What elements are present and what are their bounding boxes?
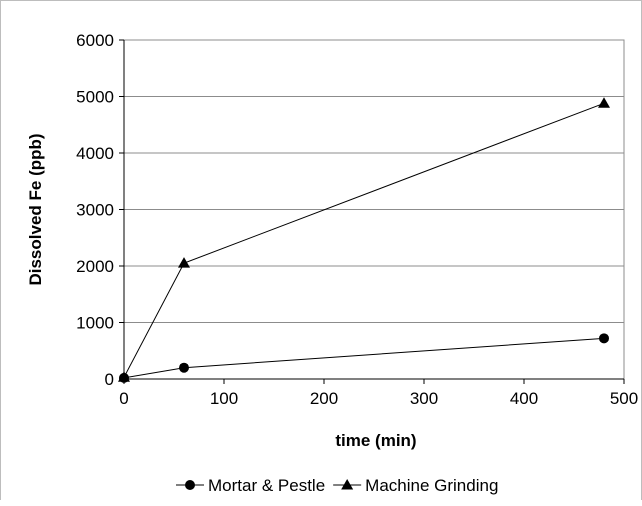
x-tick-labels: 0 100 200 300 400 500 (119, 389, 638, 408)
legend-triangle-marker (341, 479, 354, 490)
legend-label: Mortar & Pestle (208, 476, 325, 495)
series-1 (118, 97, 610, 382)
series-0 (119, 333, 609, 383)
y-tick-label: 2000 (76, 257, 114, 276)
legend: Mortar & Pestle Machine Grinding (176, 476, 498, 495)
gridlines (124, 39, 624, 323)
legend-circle-marker (185, 480, 195, 490)
y-tick-label: 1000 (76, 314, 114, 333)
series-line (123, 102, 605, 378)
y-tick-label: 6000 (76, 31, 114, 50)
y-tick-labels: 0 1000 2000 3000 4000 5000 6000 (76, 31, 114, 389)
x-tick-label: 0 (119, 389, 128, 408)
circle-data-point (599, 333, 609, 344)
x-tick-label: 200 (310, 389, 338, 408)
axes (119, 39, 625, 384)
legend-item-1: Machine Grinding (333, 476, 498, 495)
x-axis-label: time (min) (335, 431, 416, 450)
circle-data-point (179, 362, 189, 373)
y-tick-label: 3000 (76, 201, 114, 220)
x-tick-label: 400 (510, 389, 538, 408)
triangle-data-point (598, 97, 610, 108)
legend-item-0: Mortar & Pestle (176, 476, 325, 495)
x-tick-label: 500 (610, 389, 638, 408)
triangle-data-point (178, 257, 190, 268)
x-tick-label: 100 (210, 389, 238, 408)
x-tick-label: 300 (410, 389, 438, 408)
y-tick-label: 5000 (76, 88, 114, 107)
triangle-data-point (118, 371, 130, 382)
y-axis-label: Dissolved Fe (ppb) (26, 133, 45, 285)
y-tick-label: 4000 (76, 144, 114, 163)
y-tick-label: 0 (105, 370, 114, 389)
series-line (123, 337, 605, 379)
series-group (118, 97, 610, 383)
legend-label: Machine Grinding (365, 476, 498, 495)
